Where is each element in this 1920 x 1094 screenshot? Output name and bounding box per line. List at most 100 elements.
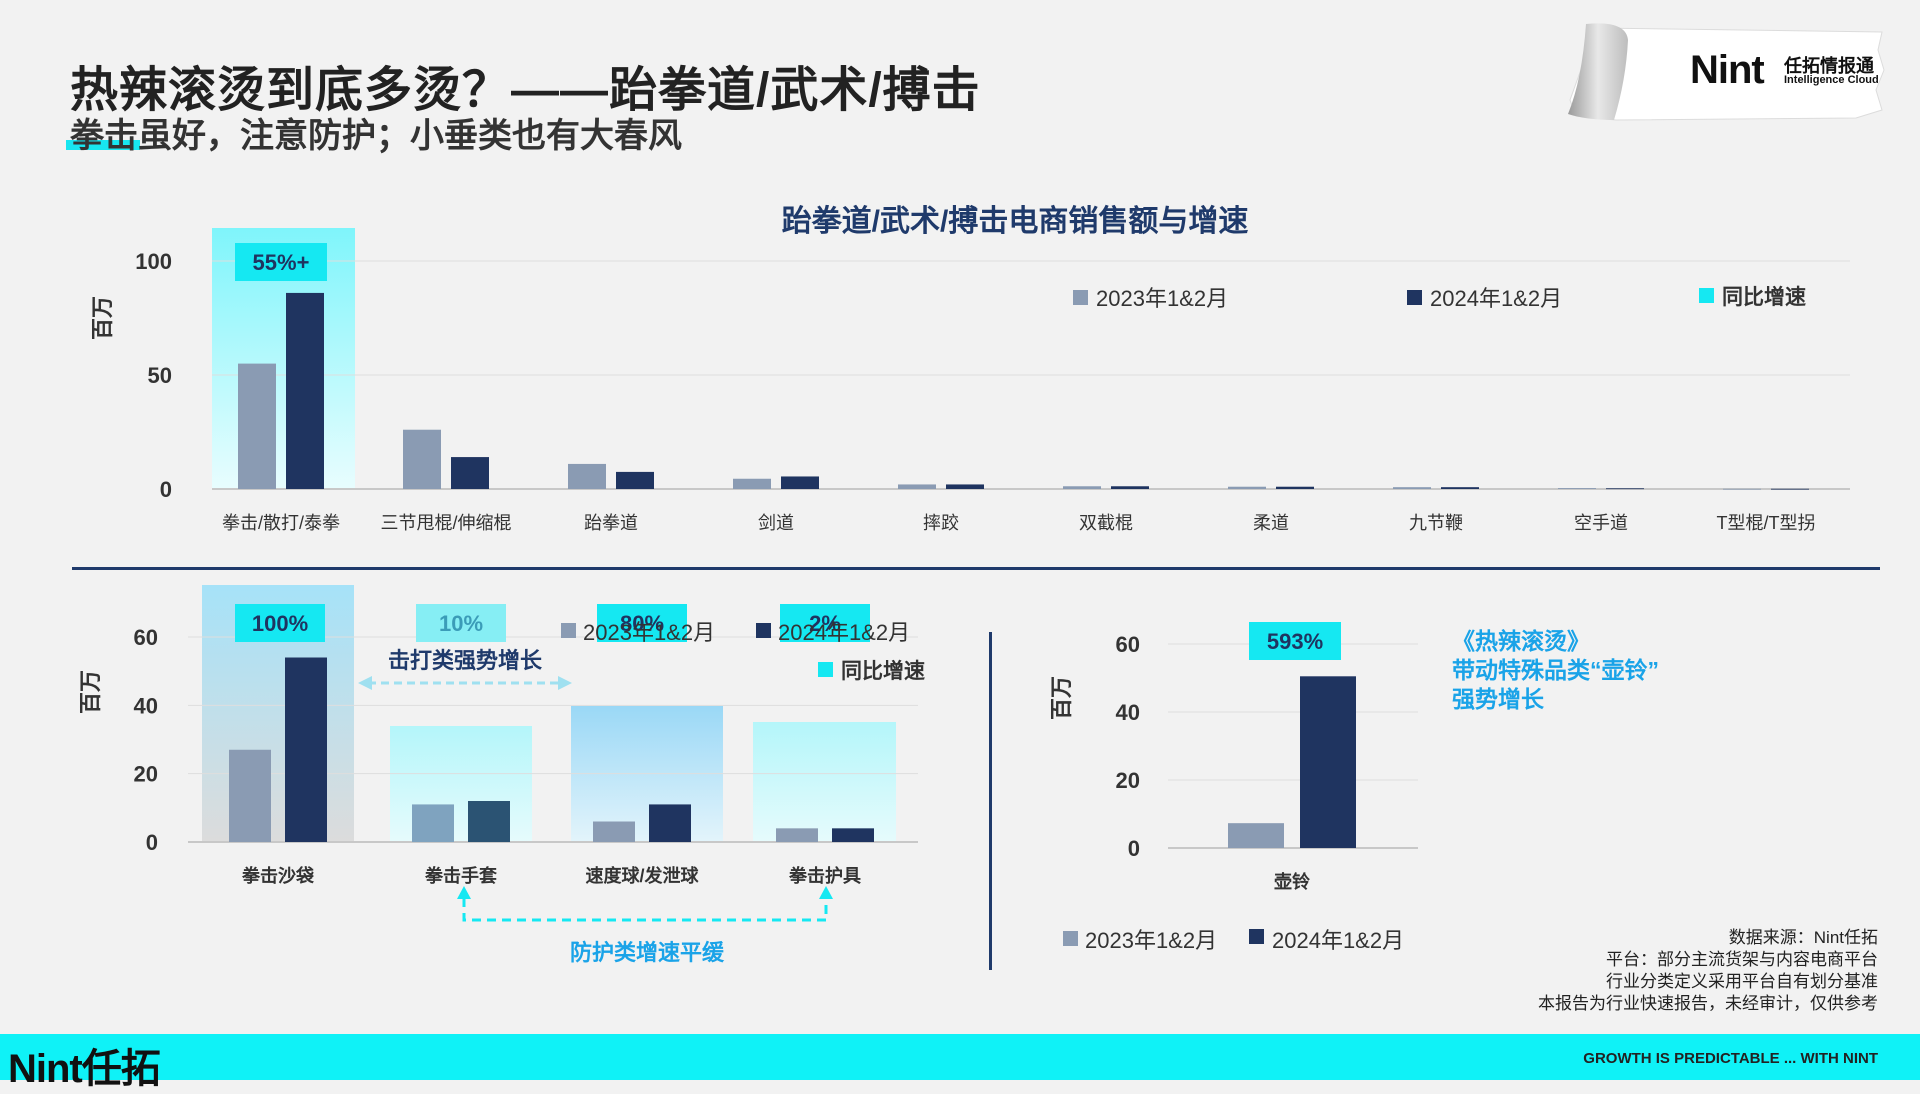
footer-logo: Nint任拓 <box>8 1047 161 1091</box>
br-legend-2023-label: 2023年1&2月 <box>1085 928 1217 953</box>
kettlebell-note-line2: 带动特殊品类“壶铃” <box>1452 657 1659 683</box>
bl-legend-2024-swatch <box>756 623 771 638</box>
bl-growth-badge <box>235 604 325 642</box>
y-tick-label: 60 <box>134 625 158 650</box>
page-title: 热辣滚烫到底多烫？——跆拳道/武术/搏击 <box>70 64 981 117</box>
bar-2024 <box>946 484 984 489</box>
bar-2024 <box>1300 676 1356 848</box>
y-tick-label: 0 <box>146 830 158 855</box>
bar-2024 <box>1771 488 1809 490</box>
legend-2023-swatch <box>1073 290 1088 305</box>
bl-growth-label: 80% <box>620 611 664 636</box>
category-label: 双截棍 <box>1079 513 1133 533</box>
br-y-axis-label: 百万 <box>1049 676 1074 720</box>
bar-2024 <box>649 804 691 842</box>
bl-legend-2023-label: 2023年1&2月 <box>583 620 715 645</box>
highlight-col-protectors <box>753 722 896 842</box>
br-legend-2023-swatch <box>1063 931 1078 946</box>
footer-slogan: GROWTH IS PREDICTABLE ... WITH NINT <box>1583 1050 1878 1067</box>
bar-2023 <box>238 363 276 489</box>
category-label: 三节甩棍/伸缩棍 <box>380 513 511 533</box>
bar-2023 <box>1063 486 1101 489</box>
legend-growth-label: 同比增速 <box>1722 285 1806 309</box>
category-label: 柔道 <box>1253 513 1289 533</box>
bl-growth-label: 100% <box>252 611 308 636</box>
kettlebell-note-line1: 《热辣滚烫》 <box>1452 628 1590 654</box>
footer-bar <box>0 1034 1920 1080</box>
br-legend-2024-swatch <box>1249 929 1264 944</box>
bl-growth-label: 10% <box>439 611 483 636</box>
bl-growth-badge <box>780 604 870 642</box>
bl-legend-2024-label: 2024年1&2月 <box>778 620 910 645</box>
legend-growth-swatch <box>1699 288 1714 303</box>
bar-2023 <box>1558 488 1596 489</box>
y-tick-label: 0 <box>160 477 172 502</box>
category-label: 拳击手套 <box>424 865 497 886</box>
bar-2023 <box>229 749 271 842</box>
data-source-note: 数据来源：Nint任拓 平台：部分主流货架与内容电商平台 行业分类定义采用平台自… <box>1538 927 1878 1015</box>
bar-2024 <box>468 801 510 842</box>
y-tick-label: 100 <box>135 249 172 274</box>
category-label: 跆拳道 <box>584 513 638 533</box>
br-growth-label: 593% <box>1267 629 1323 654</box>
strike-arrow-right-head <box>558 676 572 690</box>
bar-2023 <box>593 821 635 842</box>
bl-growth-label: 2% <box>809 611 841 636</box>
bar-2024 <box>1111 486 1149 489</box>
legend-2024-label: 2024年1&2月 <box>1430 286 1562 311</box>
protect-growth-annotation: 防护类增速平缓 <box>570 940 725 965</box>
bar-2023 <box>898 484 936 489</box>
category-label: 壶铃 <box>1274 871 1310 892</box>
category-label: 摔跤 <box>923 513 959 533</box>
top-y-axis-label: 百万 <box>90 296 115 340</box>
source-line-1: 数据来源：Nint任拓 <box>1728 928 1878 947</box>
bar-2023 <box>733 478 771 489</box>
top-growth-badge <box>235 243 327 281</box>
page-subtitle: 拳击虽好，注意防护；小垂类也有大春风 <box>70 117 682 155</box>
bl-legend-2023-swatch <box>561 623 576 638</box>
bl-y-axis-label: 百万 <box>78 670 103 714</box>
logo-cn: 任拓情报通 <box>1784 56 1874 76</box>
category-label: 剑道 <box>758 513 794 533</box>
vertical-divider <box>989 632 992 970</box>
logo-paper-graphic <box>1568 23 1885 121</box>
bar-2024 <box>832 828 874 842</box>
bar-2023 <box>403 429 441 489</box>
bar-2024 <box>286 292 324 489</box>
bar-2024 <box>285 657 327 842</box>
y-tick-label: 20 <box>134 762 158 787</box>
bar-2023 <box>1228 823 1284 848</box>
bl-growth-badge <box>416 604 506 642</box>
category-label: 空手道 <box>1574 513 1628 533</box>
logo-brand: Nint <box>1690 48 1765 92</box>
subtitle-underline <box>66 140 140 150</box>
strike-growth-annotation: 击打类强势增长 <box>388 648 543 673</box>
category-label: 速度球/发泄球 <box>585 865 699 886</box>
bl-legend-growth-swatch <box>818 662 833 677</box>
source-line-3: 行业分类定义采用平台自有划分基准 <box>1606 972 1878 991</box>
bar-2023 <box>1228 486 1266 489</box>
category-label: 拳击沙袋 <box>241 865 315 886</box>
legend-2023-label: 2023年1&2月 <box>1096 286 1228 311</box>
bar-2024 <box>1606 488 1644 490</box>
category-label: 拳击护具 <box>788 865 861 886</box>
bar-2024 <box>616 471 654 489</box>
bar-2023 <box>568 463 606 489</box>
protect-arrow-right-head <box>819 886 833 899</box>
bar-2024 <box>781 476 819 489</box>
bar-2023 <box>1393 487 1431 489</box>
strike-arrow-left-head <box>358 676 372 690</box>
y-tick-label: 60 <box>1116 632 1140 657</box>
top-growth-label: 55%+ <box>253 250 310 275</box>
bl-legend-growth-label: 同比增速 <box>841 659 925 683</box>
protect-bracket <box>462 898 828 922</box>
category-label: T型棍/T型拐 <box>1717 513 1816 533</box>
br-legend-2024-label: 2024年1&2月 <box>1272 928 1404 953</box>
y-tick-label: 40 <box>134 693 158 718</box>
source-line-2: 平台：部分主流货架与内容电商平台 <box>1606 950 1878 969</box>
protect-arrow-left-head <box>457 886 471 899</box>
section-divider <box>72 567 1880 570</box>
